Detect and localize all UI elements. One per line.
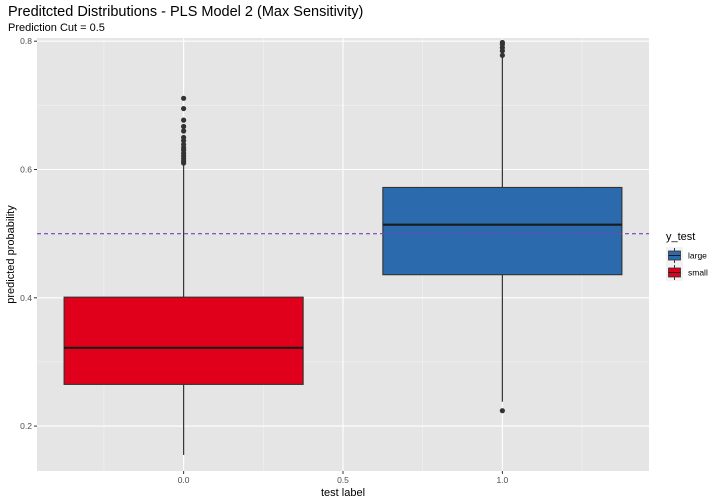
y-tick-label: 0.8 [20, 36, 32, 46]
legend-item-large: large [666, 247, 707, 264]
y-tick-label: 0.2 [20, 421, 32, 431]
outlier-point [181, 117, 187, 123]
box-group-small [63, 95, 304, 455]
y-tick-label: 0.6 [20, 165, 32, 175]
x-tick-label: 1.0 [496, 475, 508, 485]
outlier-point [499, 39, 505, 46]
boxes-layer [63, 39, 623, 455]
x-axis-label: test label [321, 487, 365, 499]
x-tick-label: 0.5 [337, 475, 349, 485]
box-large [382, 186, 623, 276]
chart-subtitle: Prediction Cut = 0.5 [8, 22, 105, 34]
chart-title: Preditcted Distributions - PLS Model 2 (… [8, 4, 364, 20]
outlier-point [181, 123, 187, 130]
legend-title: y_test [666, 231, 695, 243]
y-tick-label: 0.4 [20, 293, 32, 303]
outlier-point [499, 408, 505, 414]
outlier-point [181, 105, 187, 112]
axes-layer: 0.0 0.5 1.0 0.2 0.4 0.6 0.8 [20, 36, 508, 485]
outlier-point [499, 52, 505, 58]
outlier-point [181, 95, 187, 101]
legend-item-small: small [666, 264, 708, 281]
box-small [63, 296, 304, 385]
outlier-point [181, 128, 187, 134]
box-group-large [382, 39, 623, 414]
outlier-point [181, 141, 187, 148]
legend-label: small [688, 268, 708, 278]
x-tick-label: 0.0 [178, 475, 190, 485]
legend-label: large [688, 251, 707, 261]
y-axis-label: predicted probability [5, 205, 17, 304]
outlier-point [181, 134, 187, 141]
